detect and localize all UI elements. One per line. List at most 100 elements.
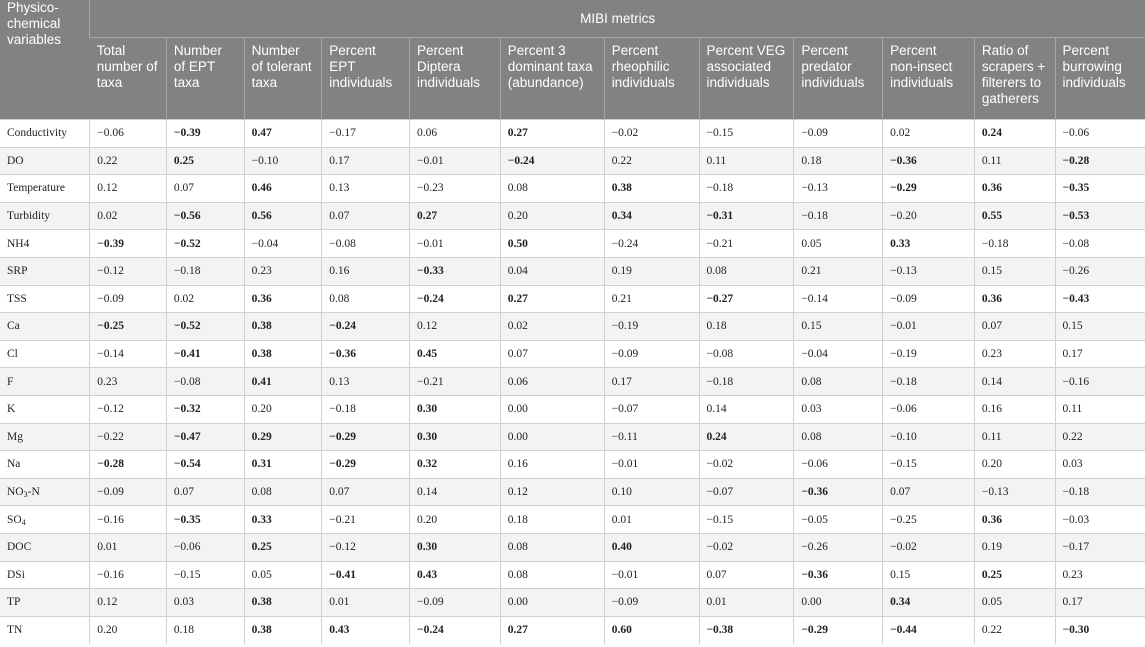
correlation-cell: 0.38 (243, 615, 322, 644)
correlation-cell: −0.29 (882, 174, 975, 203)
correlation-cell: −0.15 (165, 560, 245, 589)
variable-name: SO (7, 513, 22, 526)
correlation-cell: 0.08 (499, 560, 605, 589)
table-row: NH4 −0.39 −0.52 −0.04 −0.08 −0.01 0.50 −0.24 −0.… (0, 229, 1145, 258)
correlation-cell: 0.43 (321, 615, 410, 644)
correlation-cell: −0.01 (409, 229, 501, 258)
correlation-cell: 0.56 (243, 201, 322, 230)
correlation-cell: −0.07 (698, 477, 794, 506)
correlation-cell: 0.19 (973, 532, 1056, 561)
correlation-cell: −0.13 (882, 256, 975, 286)
correlation-cell: 0.38 (243, 312, 322, 341)
correlation-cell: 0.13 (321, 174, 410, 203)
correlation-cell: −0.17 (1054, 532, 1145, 561)
correlation-cell: 0.23 (973, 339, 1056, 368)
correlation-cell: 0.17 (1054, 339, 1145, 368)
correlation-cell: −0.18 (882, 367, 975, 396)
correlation-cell: −0.14 (793, 284, 883, 313)
correlation-cell: −0.09 (603, 588, 699, 617)
correlation-cell: 0.30 (409, 394, 501, 424)
variable-name-cell: NH4 (0, 229, 90, 258)
column-header: Percent rheophilic individuals (603, 37, 699, 120)
correlation-cell: −0.41 (165, 339, 245, 368)
correlation-cell: 0.27 (409, 201, 501, 230)
correlation-cell: −0.18 (321, 394, 410, 424)
correlation-cell: −0.13 (793, 174, 883, 203)
correlation-cell: 0.18 (793, 146, 883, 175)
correlation-cell: −0.08 (698, 339, 794, 368)
correlation-cell: −0.52 (165, 312, 245, 341)
correlation-cell: 0.15 (973, 256, 1056, 286)
table-row: Ca −0.25 −0.52 0.38 −0.24 0.12 0.02 −0.19 0.18 0.… (0, 312, 1145, 341)
correlation-cell: −0.25 (882, 505, 975, 534)
correlation-cell: 0.18 (499, 505, 605, 534)
correlation-cell: −0.16 (89, 505, 167, 534)
correlation-cell: −0.53 (1054, 201, 1145, 230)
variable-name-cell: SO4 (0, 505, 90, 534)
correlation-cell: 0.01 (321, 588, 410, 617)
table-row: Cl −0.14 −0.41 0.38 −0.36 0.45 0.07 −0.09 −0.08−… (0, 339, 1145, 368)
variable-name-cell: Temperature (0, 174, 90, 203)
correlation-cell: −0.11 (603, 422, 699, 451)
table-row: Na −0.28 −0.54 0.31 −0.29 0.32 0.16 −0.01 −0.02−… (0, 450, 1145, 479)
correlation-cell: 0.24 (973, 119, 1056, 148)
correlation-cell: −0.18 (793, 201, 883, 230)
correlation-cell: 0.19 (603, 256, 699, 286)
correlation-cell: 0.04 (499, 256, 605, 286)
correlation-cell: 0.08 (793, 367, 883, 396)
correlation-cell: 0.00 (499, 422, 605, 451)
correlation-cell: 0.18 (698, 312, 794, 341)
correlation-cell: −0.01 (603, 560, 699, 589)
table-body: Conductivity −0.06 −0.39 0.47 −0.17 0.06 0.27−… (0, 119, 1145, 644)
correlation-cell: 0.03 (165, 588, 245, 617)
table-row: NO3-N −0.09 0.07 0.08 0.07 0.14 0.12 0.10 −0.07−… (0, 477, 1145, 506)
table-header: Physico-chemical variables MIBI metrics … (0, 0, 1145, 120)
correlation-cell: 0.43 (409, 560, 501, 589)
correlation-cell: 0.38 (243, 588, 322, 617)
correlation-cell: 0.05 (793, 229, 883, 258)
variable-name-cell: TP (0, 588, 90, 617)
correlation-cell: 0.60 (603, 615, 699, 644)
column-header: Ratio of scrapers + filterers to gathere… (973, 37, 1056, 120)
correlation-cell: 0.23 (243, 256, 322, 286)
correlation-cell: 0.11 (973, 146, 1056, 175)
correlation-cell: 0.08 (243, 477, 322, 506)
correlation-cell: 0.34 (882, 588, 975, 617)
table-row: TSS −0.09 0.02 0.36 0.08 −0.24 0.27 0.21 −0.27 −0… (0, 284, 1145, 313)
correlation-cell: 0.01 (603, 505, 699, 534)
correlation-cell: 0.55 (973, 201, 1056, 230)
correlation-cell: 0.22 (1054, 422, 1145, 451)
correlation-cell: 0.07 (321, 477, 410, 506)
correlation-cell: 0.38 (243, 339, 322, 368)
correlation-cell: −0.18 (698, 174, 794, 203)
correlation-cell: 0.34 (603, 201, 699, 230)
table-row: K −0.12 −0.32 0.20 −0.18 0.30 0.00 −0.07 0.14 0.0… (0, 394, 1145, 424)
correlation-cell: −0.30 (1054, 615, 1145, 644)
correlation-cell: 0.02 (882, 119, 975, 148)
correlation-cell: −0.14 (89, 339, 167, 368)
correlation-cell: 0.07 (698, 560, 794, 589)
correlation-cell: −0.24 (409, 615, 501, 644)
correlation-cell: 0.30 (409, 532, 501, 561)
correlation-cell: −0.26 (793, 532, 883, 561)
table-row: F 0.23 −0.08 0.41 0.13 −0.21 0.06 0.17 −0.18 0.08… (0, 367, 1145, 396)
correlation-cell: −0.36 (882, 146, 975, 175)
correlation-cell: 0.12 (409, 312, 501, 341)
correlation-cell: −0.12 (89, 256, 167, 286)
correlation-cell: 0.36 (243, 284, 322, 313)
correlation-cell: 0.15 (1054, 312, 1145, 341)
group-header-label: MIBI metrics (89, 0, 1145, 38)
table-row: SO4 −0.16 −0.35 0.33 −0.21 0.20 0.18 0.01 −0.15−… (0, 505, 1145, 534)
correlation-cell: −0.06 (793, 450, 883, 479)
correlation-cell: −0.09 (603, 339, 699, 368)
variable-subscript: 3 (23, 490, 28, 500)
correlation-cell: 0.50 (499, 229, 605, 258)
correlation-cell: 0.08 (793, 422, 883, 451)
correlation-cell: −0.52 (165, 229, 245, 258)
correlation-cell: 0.07 (165, 174, 245, 203)
correlation-cell: −0.05 (793, 505, 883, 534)
table-row: DO 0.22 0.25 −0.10 0.17 −0.01 −0.24 0.22 0.11 0.1… (0, 146, 1145, 175)
correlation-cell: 0.25 (165, 146, 245, 175)
correlation-cell: −0.39 (165, 119, 245, 148)
correlation-cell: −0.04 (793, 339, 883, 368)
